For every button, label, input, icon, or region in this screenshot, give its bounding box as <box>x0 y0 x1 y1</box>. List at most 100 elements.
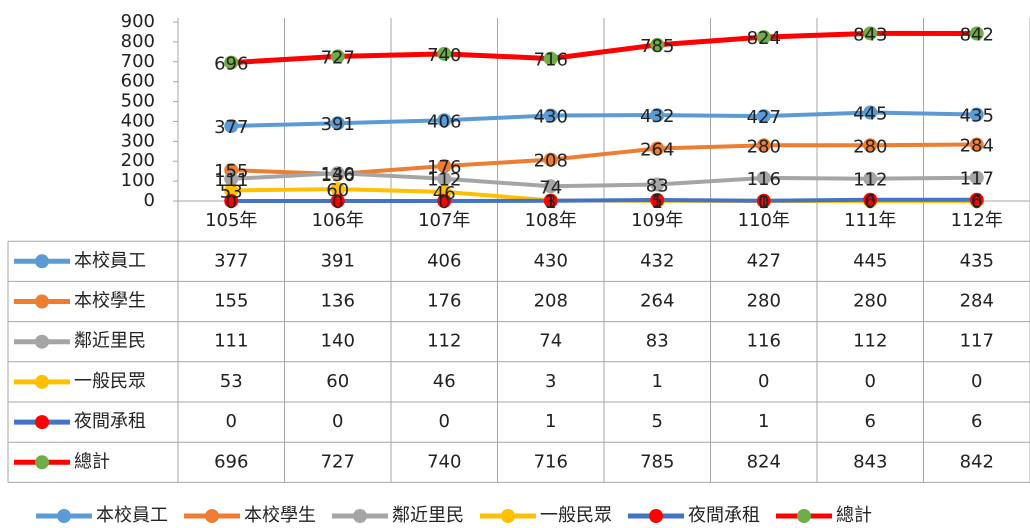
data-label: 1 <box>652 192 663 213</box>
marker <box>969 107 984 122</box>
marker <box>756 109 771 124</box>
table-cell: 264 <box>640 291 674 312</box>
data-label: 1 <box>545 192 556 213</box>
x-tick-label: 109年 <box>631 210 683 231</box>
marker <box>224 194 239 208</box>
table-cell: 406 <box>427 250 461 271</box>
table-cell: 696 <box>214 451 248 472</box>
series-line <box>231 110 977 129</box>
marker <box>543 108 558 123</box>
marker <box>756 193 771 208</box>
data-label: 0 <box>226 192 237 213</box>
table-cell: 435 <box>960 250 994 271</box>
data-label: 740 <box>427 45 461 66</box>
legend-marker <box>797 509 811 523</box>
table-cell: 430 <box>534 250 568 271</box>
data-label: 0 <box>439 192 450 213</box>
marker <box>863 138 878 153</box>
marker <box>437 194 452 208</box>
data-label: 112 <box>427 170 461 191</box>
marker <box>969 137 984 152</box>
table-cell: 117 <box>960 331 994 352</box>
row-header: 本校學生 <box>74 291 146 312</box>
marker <box>224 171 239 186</box>
row-header: 鄰近里民 <box>74 331 146 352</box>
table-cell: 116 <box>747 331 781 352</box>
marker <box>224 55 239 70</box>
marker <box>650 177 665 192</box>
marker <box>969 170 984 185</box>
data-label: 430 <box>534 106 568 127</box>
legend-label: 鄰近里民 <box>392 505 464 526</box>
marker <box>330 116 345 131</box>
x-tick-label: 111年 <box>844 210 896 231</box>
marker <box>863 171 878 186</box>
x-tick-label: 105年 <box>205 210 257 231</box>
table-cell: 74 <box>539 331 562 352</box>
data-label: 46 <box>433 183 456 204</box>
y-tick-label: 300 <box>121 130 155 151</box>
table-cell: 1 <box>758 411 769 432</box>
data-label: 60 <box>326 180 349 201</box>
marker <box>330 49 345 64</box>
data-label: 280 <box>853 136 887 157</box>
legend-marker <box>649 509 663 523</box>
table-cell: 3 <box>545 371 556 392</box>
y-tick-label: 600 <box>121 71 155 92</box>
data-label: 280 <box>747 136 781 157</box>
y-tick-label: 900 <box>121 11 155 32</box>
table-cell: 46 <box>433 371 456 392</box>
marker <box>543 51 558 66</box>
table-cell: 427 <box>747 250 781 271</box>
table-cell: 391 <box>321 250 355 271</box>
legend-label: 一般民眾 <box>540 505 612 526</box>
table-cell: 843 <box>853 451 887 472</box>
y-tick-label: 0 <box>144 190 155 211</box>
legend-marker <box>353 509 367 523</box>
table-cell: 727 <box>321 451 355 472</box>
data-label: 116 <box>747 169 781 190</box>
table-cell: 1 <box>545 411 556 432</box>
table-cell: 284 <box>960 291 994 312</box>
data-label: 208 <box>534 151 568 172</box>
table-cell: 53 <box>220 371 243 392</box>
table-cell: 60 <box>326 371 349 392</box>
y-tick-label: 500 <box>121 91 155 112</box>
data-label: 0 <box>971 192 982 213</box>
data-label: 6 <box>865 191 876 212</box>
legend-marker <box>35 455 49 470</box>
x-tick-label: 107年 <box>418 210 470 231</box>
table-cell: 6 <box>971 411 982 432</box>
y-tick-label: 100 <box>121 170 155 191</box>
legend-marker <box>35 334 49 349</box>
table-cell: 824 <box>747 451 781 472</box>
table-cell: 5 <box>652 411 663 432</box>
table-cell: 136 <box>321 291 355 312</box>
data-label: 435 <box>960 105 994 126</box>
table-cell: 0 <box>439 411 450 432</box>
table-cell: 740 <box>427 451 461 472</box>
data-label: 843 <box>853 24 887 45</box>
data-label: 696 <box>214 54 248 75</box>
marker <box>224 119 239 134</box>
legend-marker <box>35 294 49 309</box>
series-line <box>231 30 977 66</box>
table-cell: 0 <box>758 371 769 392</box>
data-label: 5 <box>652 191 663 212</box>
data-label: 176 <box>427 157 461 178</box>
x-tick-label: 106年 <box>312 210 364 231</box>
legend-marker <box>57 509 71 523</box>
data-label: 264 <box>640 139 674 160</box>
x-tick-label: 110年 <box>738 210 790 231</box>
series-line <box>231 171 977 189</box>
marker <box>969 192 984 207</box>
marker <box>650 193 665 208</box>
data-label: 3 <box>545 191 556 212</box>
legend-label: 總計 <box>836 505 872 526</box>
table-cell: 0 <box>332 411 343 432</box>
data-label: 0 <box>865 192 876 213</box>
table-cell: 176 <box>427 291 461 312</box>
marker <box>543 152 558 167</box>
data-label: 111 <box>214 170 248 191</box>
table-cell: 83 <box>646 331 669 352</box>
